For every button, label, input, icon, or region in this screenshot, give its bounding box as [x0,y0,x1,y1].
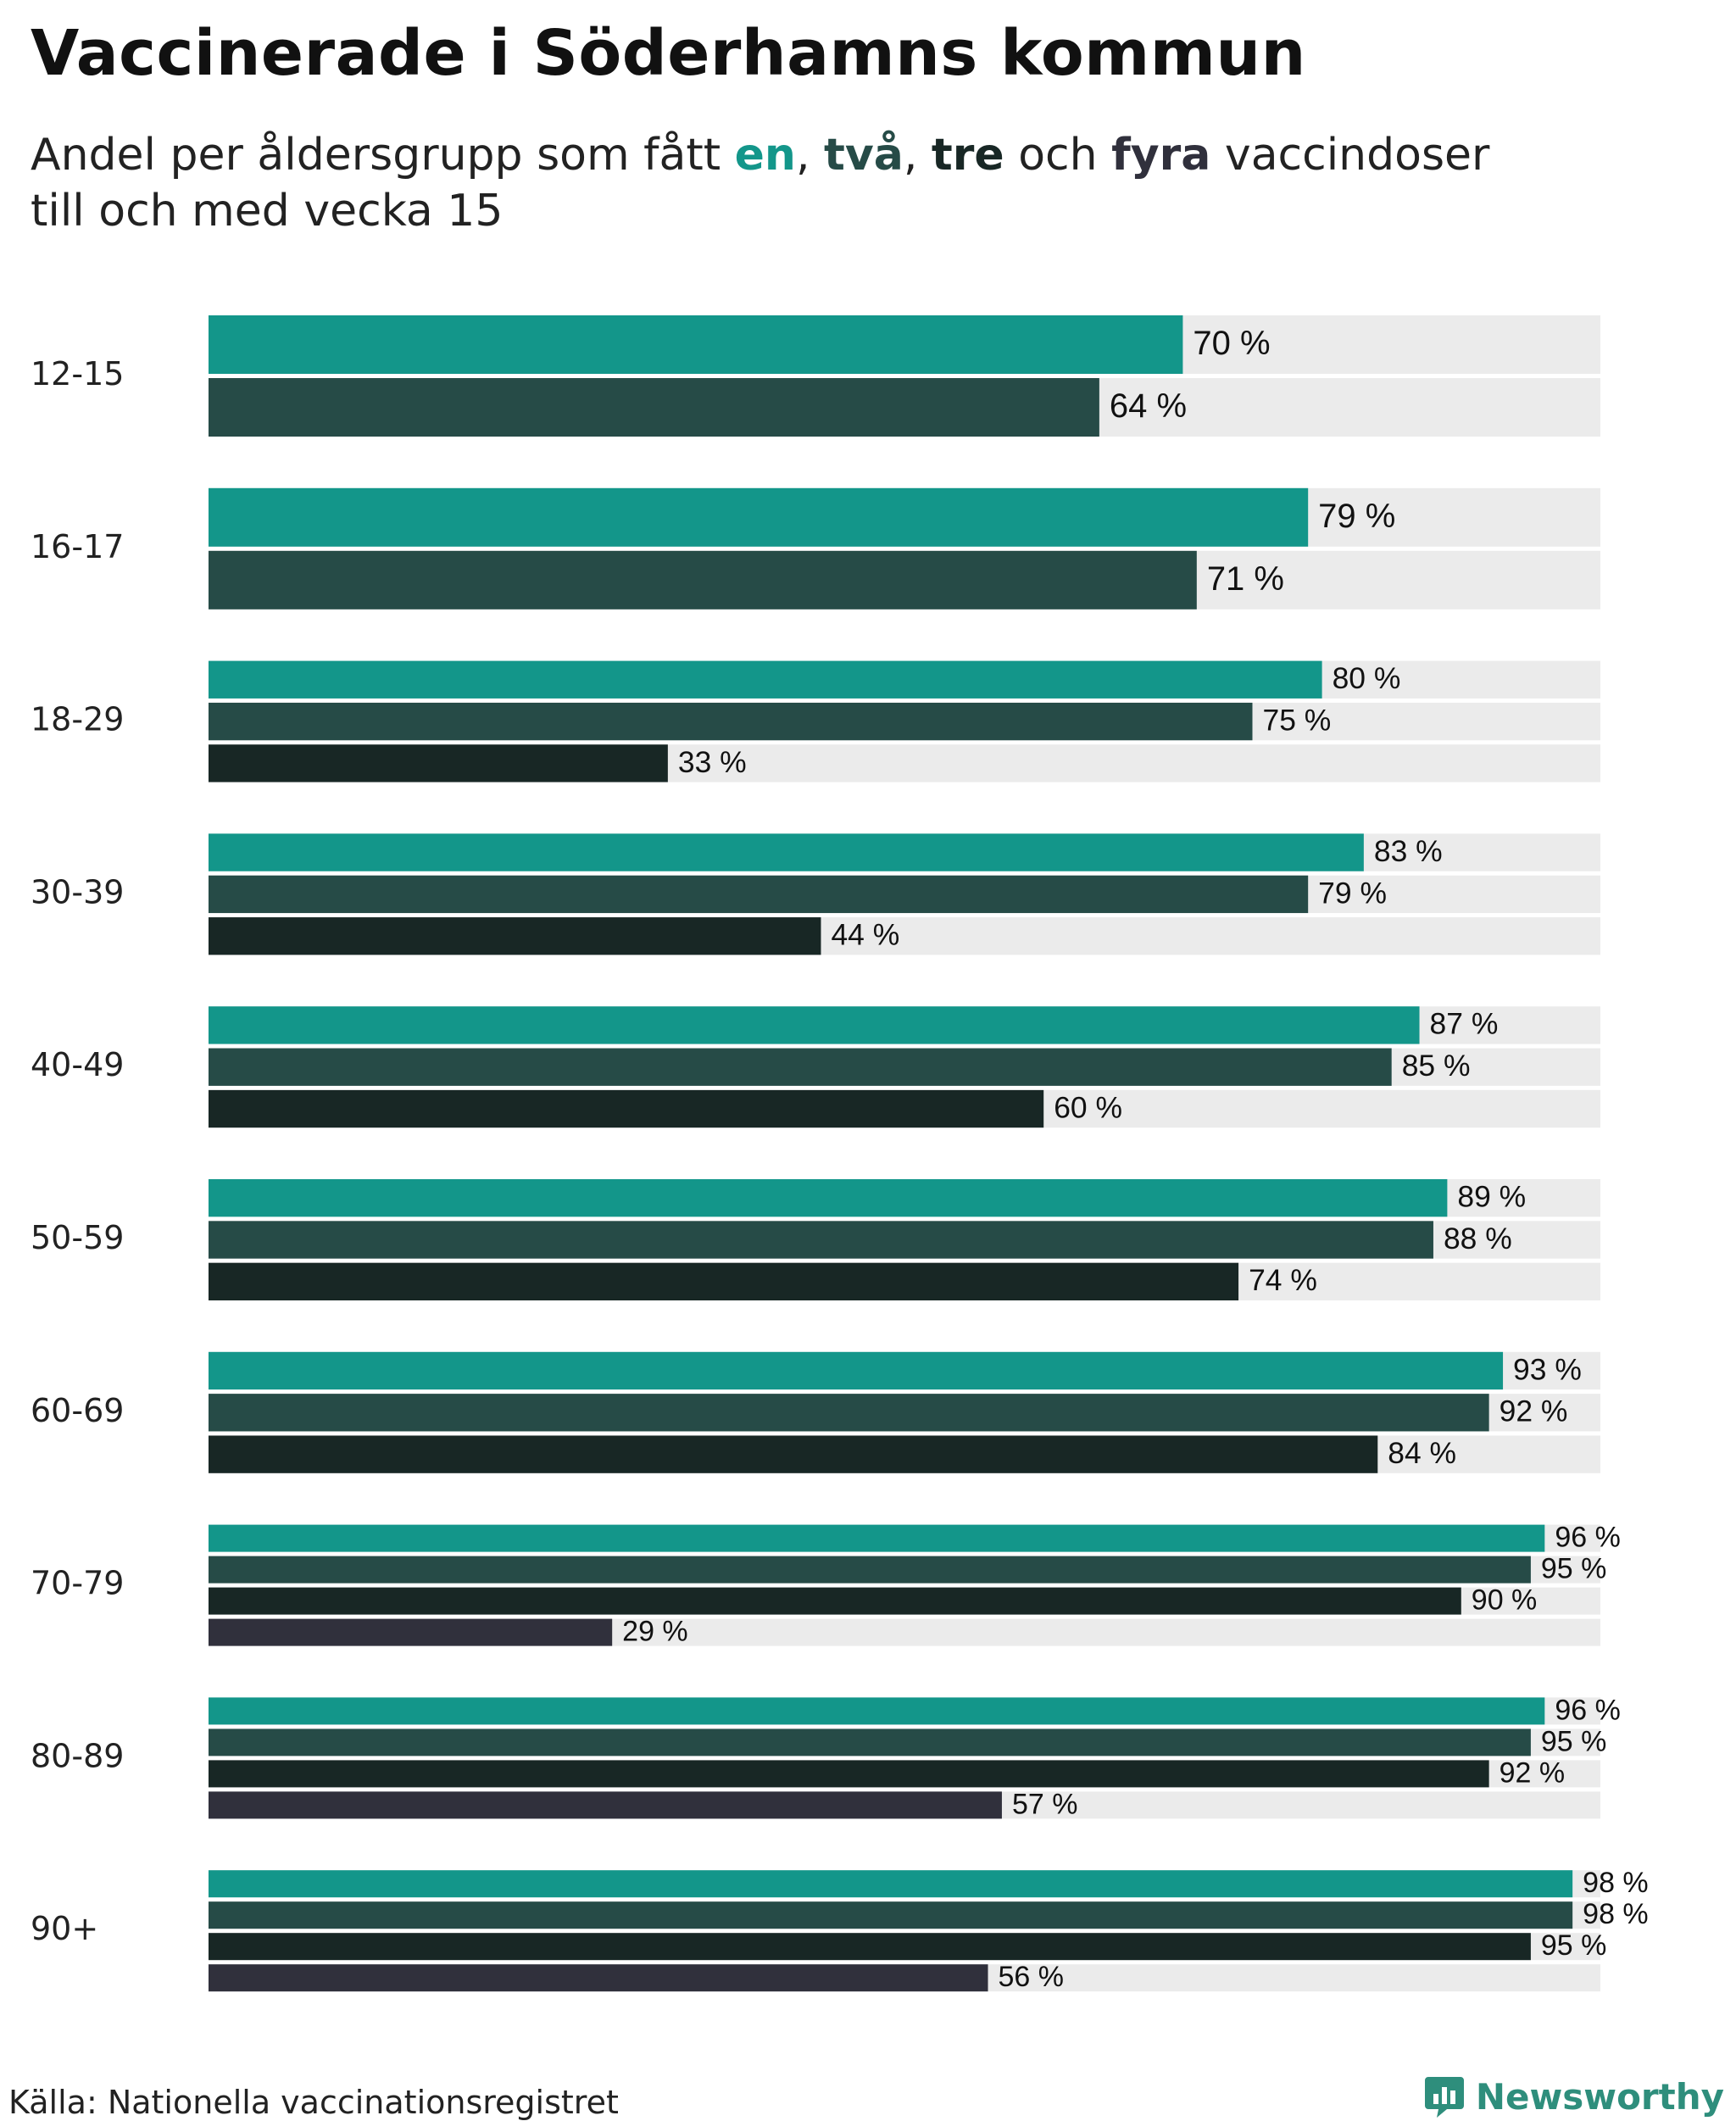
data-label: 90 % [1472,1584,1538,1617]
data-label: 79 % [1318,498,1395,535]
bar-50-59-två [209,1221,1433,1259]
data-label: 56 % [999,1961,1065,1993]
data-label: 75 % [1263,703,1332,737]
bar-18-29-tre [209,744,668,782]
bar-chart: 12-15 70 %64 % 16-17 79 % 71 % 18-29 80 %75 % 3… [31,315,1649,1993]
subtitle-mid: och [1004,130,1112,181]
category-label: 18-29 [31,701,124,738]
brand: Newsworthy [1424,2075,1724,2118]
category-label: 90+ [31,1910,98,1947]
bar-50-59-en [209,1179,1448,1217]
bar-60-69-tre [209,1435,1378,1473]
bar-80-89-två [209,1729,1531,1756]
category-label: 30-39 [31,873,124,910]
bar-80-89-en [209,1697,1545,1725]
bar-30-39-tre [209,917,821,955]
data-label: 70 % [1193,325,1270,362]
data-label: 95 % [1541,1553,1607,1585]
data-label: 89 % [1457,1180,1526,1214]
data-label: 64 % [1110,387,1187,425]
bar-90+-tre [209,1933,1531,1961]
data-label: 98 % [1583,1898,1649,1930]
data-label: 98 % [1583,1867,1649,1899]
data-label: 57 % [1012,1788,1078,1820]
subtitle-keyword-tva: två [824,130,904,181]
subtitle-separator: , [903,130,932,181]
source-note: Källa: Nationella vaccinationsregistret [8,2084,619,2121]
category-label: 40-49 [31,1046,124,1083]
bar-40-49-två [209,1048,1392,1086]
bar-90+-en [209,1870,1573,1898]
subtitle-keyword-en: en [734,130,796,181]
data-label: 83 % [1374,834,1443,868]
data-label: 71 % [1207,560,1284,598]
subtitle-keyword-tre: tre [931,130,1004,181]
subtitle-prefix: Andel per åldersgrupp som fått [31,130,735,181]
category-label: 70-79 [31,1565,124,1602]
bar-18-29-en [209,660,1322,699]
bar-60-69-två [209,1394,1489,1432]
bar-16-17-två [209,550,1197,610]
bar-90+-fyra [209,1964,988,1992]
bar-50-59-tre [209,1262,1239,1300]
category-label: 60-69 [31,1392,124,1429]
data-label: 95 % [1541,1929,1607,1962]
data-label: 74 % [1249,1263,1317,1297]
bar-70-79-en [209,1524,1545,1552]
subtitle-suffix: vaccindoser [1210,130,1490,181]
data-label: 88 % [1444,1222,1512,1255]
bar-16-17-en [209,487,1309,547]
data-label: 87 % [1430,1007,1499,1041]
bar-70-79-tre [209,1587,1461,1615]
newsworthy-logo-icon [1424,2077,1464,2118]
brand-name: Newsworthy [1475,2075,1724,2118]
data-label: 85 % [1402,1049,1471,1083]
category-label: 50-59 [31,1219,124,1256]
data-label: 92 % [1500,1395,1568,1428]
data-label: 44 % [831,918,899,952]
data-label: 33 % [678,745,747,779]
data-label: 29 % [622,1616,688,1648]
data-label: 95 % [1541,1725,1607,1757]
bar-40-49-en [209,1006,1420,1044]
bar-80-89-tre [209,1760,1489,1788]
data-label: 92 % [1500,1756,1566,1789]
bar-30-39-två [209,875,1309,914]
bar-18-29-två [209,702,1253,741]
chart-subtitle: Andel per åldersgrupp som fått en, två, … [31,127,1641,239]
data-label: 84 % [1388,1436,1456,1470]
bar-90+-två [209,1901,1573,1929]
bar-12-15-en [209,315,1183,374]
bar-40-49-tre [209,1089,1044,1128]
bar-80-89-fyra [209,1791,1002,1819]
data-label: 96 % [1555,1694,1621,1726]
chart-title: Vaccinerade i Söderhamns kommun [31,17,1306,90]
data-label: 93 % [1513,1352,1582,1386]
data-label: 79 % [1318,876,1387,910]
bar-60-69-en [209,1351,1504,1390]
bar-70-79-två [209,1556,1531,1584]
data-label: 80 % [1333,661,1401,695]
subtitle-line2: till och med vecka 15 [31,186,504,237]
subtitle-keyword-fyra: fyra [1111,130,1211,181]
bar-30-39-en [209,833,1364,871]
bar-12-15-två [209,378,1099,437]
subtitle-separator: , [795,130,825,181]
data-label: 96 % [1555,1522,1621,1554]
bar-70-79-fyra [209,1618,613,1646]
category-label: 80-89 [31,1737,124,1774]
category-label: 16-17 [31,528,124,565]
data-label: 60 % [1054,1090,1122,1124]
category-label: 12-15 [31,355,124,392]
